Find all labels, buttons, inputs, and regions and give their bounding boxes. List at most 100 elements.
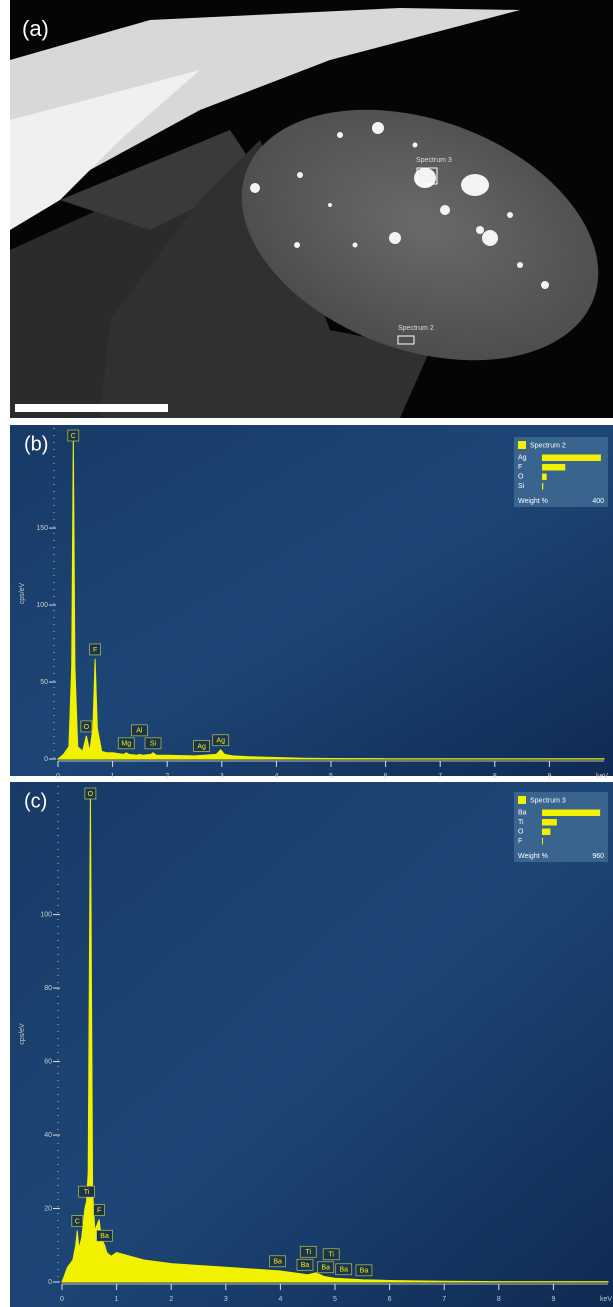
peak-label-box bbox=[78, 1185, 95, 1198]
peak-label-box bbox=[355, 1264, 373, 1277]
peak-label-box bbox=[212, 734, 230, 747]
x-tick-label: 5 bbox=[329, 773, 333, 780]
x-tick-label: 0 bbox=[60, 1296, 64, 1303]
x-tick-label: 6 bbox=[388, 1296, 392, 1303]
peak-label: C bbox=[75, 1218, 80, 1225]
spectrum bbox=[56, 435, 605, 760]
plot-background bbox=[10, 425, 613, 776]
peak-label-box bbox=[193, 740, 210, 752]
spectrum bbox=[61, 793, 609, 1283]
x-tick-label: 2 bbox=[165, 773, 169, 780]
legend-category: F bbox=[518, 464, 522, 471]
x-tick-label: 8 bbox=[493, 773, 497, 780]
peak-label: Ba bbox=[321, 1265, 330, 1272]
y-axis-label: cps/eV bbox=[19, 1023, 26, 1045]
peak-label-box bbox=[84, 787, 97, 800]
x-tick-label: 9 bbox=[547, 773, 551, 780]
y-tick-label: 40 bbox=[44, 1132, 52, 1139]
x-tick-label: 7 bbox=[438, 773, 442, 780]
y-axis-label: cps/eV bbox=[19, 582, 26, 604]
x-tick-label: 1 bbox=[111, 773, 115, 780]
peak-label: Ba bbox=[100, 1233, 109, 1240]
annotation: Spectrum 2 bbox=[398, 325, 434, 332]
peak-label: Ti bbox=[305, 1249, 311, 1256]
y-tick-label: 100 bbox=[40, 911, 52, 918]
y-tick-label: 0 bbox=[44, 756, 48, 763]
legend-swatch bbox=[518, 796, 526, 804]
x-tick-label: 3 bbox=[224, 1296, 228, 1303]
peak-label-box bbox=[296, 1258, 314, 1271]
peak-label: O bbox=[88, 791, 94, 798]
peak-label: F bbox=[97, 1207, 101, 1214]
legend-category: O bbox=[518, 474, 524, 481]
peak-label-box bbox=[80, 720, 93, 733]
peak-label-box bbox=[317, 1261, 335, 1274]
x-tick-label: 8 bbox=[497, 1296, 501, 1303]
panel-label: (b) bbox=[24, 433, 48, 455]
x-tick-label: 9 bbox=[551, 1296, 555, 1303]
legend-category: Ti bbox=[518, 819, 524, 826]
legend-axis-label: Weight % bbox=[518, 853, 548, 860]
peak-label: Ba bbox=[339, 1267, 348, 1274]
weight-bar bbox=[542, 828, 551, 835]
peak-label: Ba bbox=[273, 1259, 282, 1266]
x-tick-label: 0 bbox=[56, 773, 60, 780]
peak-label: Ag bbox=[216, 738, 225, 745]
peak-label: Ag bbox=[197, 743, 206, 750]
y-tick-label: 50 bbox=[40, 679, 48, 686]
peak-label-box bbox=[299, 1245, 317, 1258]
peak-label: C bbox=[71, 433, 76, 440]
y-tick-label: 150 bbox=[36, 525, 48, 532]
x-tick-label: 3 bbox=[220, 773, 224, 780]
peak-label-box bbox=[71, 1215, 84, 1227]
x-tick-label: 1 bbox=[115, 1296, 119, 1303]
x-tick-label: 2 bbox=[169, 1296, 173, 1303]
legend-title: Spectrum 2 bbox=[530, 442, 566, 449]
x-tick-label: 6 bbox=[384, 773, 388, 780]
peak-label: Ba bbox=[301, 1262, 310, 1269]
sem-image: (a) Spectrum 3 Spectrum 2 bbox=[10, 0, 613, 418]
x-tick-label: 4 bbox=[278, 1296, 282, 1303]
legend-category: O bbox=[518, 829, 524, 836]
legend-tick-label: 400 bbox=[592, 498, 604, 505]
legend-tick-label: 960 bbox=[592, 853, 604, 860]
peak-label-box bbox=[89, 643, 101, 656]
legend-swatch bbox=[518, 441, 526, 449]
legend-category: Ba bbox=[518, 810, 527, 817]
weight-bar bbox=[542, 464, 566, 471]
y-tick-label: 80 bbox=[44, 985, 52, 992]
legend-category: F bbox=[518, 838, 522, 845]
peak-label: Ba bbox=[360, 1268, 369, 1275]
y-tick-label: 60 bbox=[44, 1058, 52, 1065]
weight-bar bbox=[542, 838, 543, 845]
peak-label: Ti bbox=[328, 1252, 334, 1259]
y-tick-label: 100 bbox=[36, 602, 48, 609]
x-tick-label: 5 bbox=[333, 1296, 337, 1303]
weight-bar bbox=[542, 809, 601, 816]
weight-bar bbox=[542, 483, 544, 490]
x-axis-label: keV bbox=[596, 773, 608, 780]
weight-bar bbox=[542, 819, 557, 826]
peak-label-box bbox=[131, 724, 148, 737]
peak-label-box bbox=[96, 1229, 113, 1242]
x-tick-label: 7 bbox=[442, 1296, 446, 1303]
y-tick-label: 0 bbox=[48, 1279, 52, 1286]
peak-label: O bbox=[84, 724, 90, 731]
legend-title: Spectrum 3 bbox=[530, 797, 566, 804]
x-axis-label: keV bbox=[600, 1296, 612, 1303]
peak-label-box bbox=[93, 1204, 105, 1216]
legend-box bbox=[514, 437, 608, 507]
peak-label-box bbox=[117, 737, 135, 750]
legend-category: Si bbox=[518, 483, 525, 490]
peak-label: Al bbox=[136, 728, 143, 735]
peak-label: Ti bbox=[84, 1189, 90, 1196]
annotation: Spectrum 3 bbox=[416, 157, 452, 164]
peak-label-box bbox=[335, 1263, 353, 1276]
weight-bar bbox=[542, 473, 547, 480]
peak-label-box bbox=[269, 1255, 287, 1268]
plot-background bbox=[10, 782, 613, 1307]
legend-box bbox=[514, 792, 608, 862]
peak-label-box bbox=[144, 737, 162, 750]
